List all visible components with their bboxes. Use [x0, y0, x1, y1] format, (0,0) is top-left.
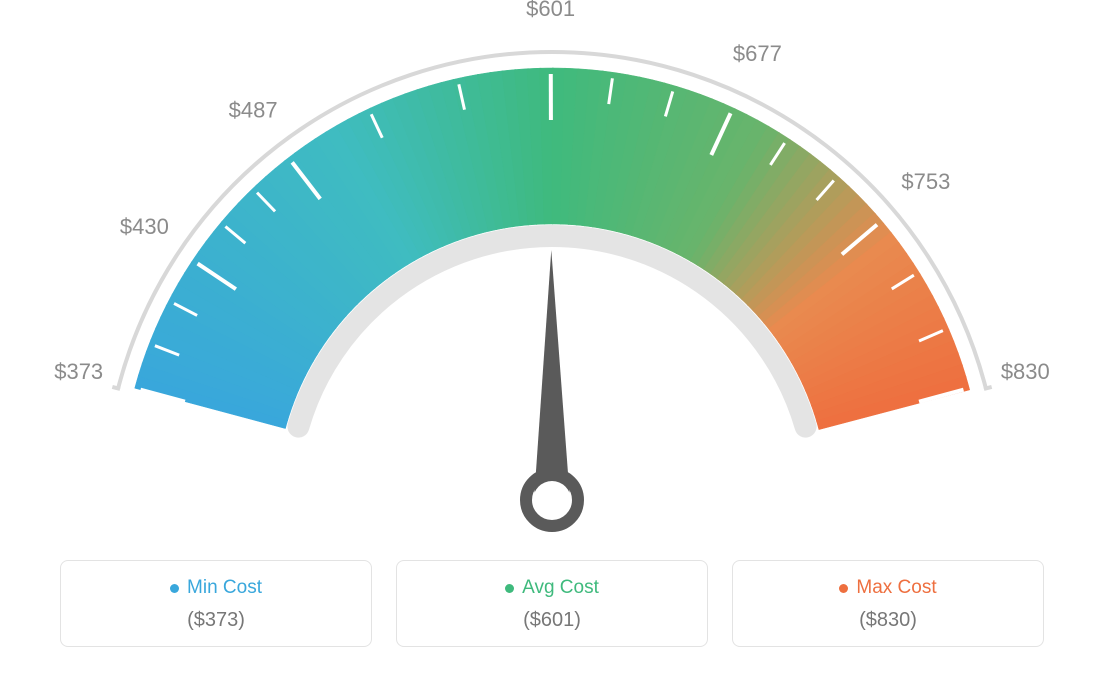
- gauge-needle: [534, 250, 570, 500]
- legend-value-max: ($830): [745, 609, 1031, 632]
- svg-text:$430: $430: [120, 214, 169, 239]
- legend-card-min: Min Cost ($373): [60, 560, 372, 647]
- gauge-svg: $373 $430 $487 $601 $677 $753 $830: [0, 0, 1104, 560]
- svg-text:$601: $601: [526, 0, 575, 21]
- legend-title-max-text: Max Cost: [856, 577, 936, 599]
- legend-dot-max: [839, 584, 848, 593]
- legend-title-min: Min Cost: [170, 577, 262, 599]
- legend-title-avg: Avg Cost: [505, 577, 599, 599]
- legend-title-min-text: Min Cost: [187, 577, 262, 599]
- svg-text:$677: $677: [733, 41, 782, 66]
- legend-card-avg: Avg Cost ($601): [396, 560, 708, 647]
- legend-card-max: Max Cost ($830): [732, 560, 1044, 647]
- legend-title-avg-text: Avg Cost: [522, 577, 599, 599]
- legend-row: Min Cost ($373) Avg Cost ($601) Max Cost…: [0, 560, 1104, 647]
- legend-dot-avg: [505, 584, 514, 593]
- svg-text:$753: $753: [901, 169, 950, 194]
- svg-text:$487: $487: [229, 97, 278, 122]
- gauge-chart: $373 $430 $487 $601 $677 $753 $830: [0, 0, 1104, 560]
- legend-dot-min: [170, 584, 179, 593]
- legend-value-min: ($373): [73, 609, 359, 632]
- svg-text:$830: $830: [1001, 359, 1050, 384]
- svg-text:$373: $373: [54, 359, 103, 384]
- legend-value-avg: ($601): [409, 609, 695, 632]
- legend-title-max: Max Cost: [839, 577, 936, 599]
